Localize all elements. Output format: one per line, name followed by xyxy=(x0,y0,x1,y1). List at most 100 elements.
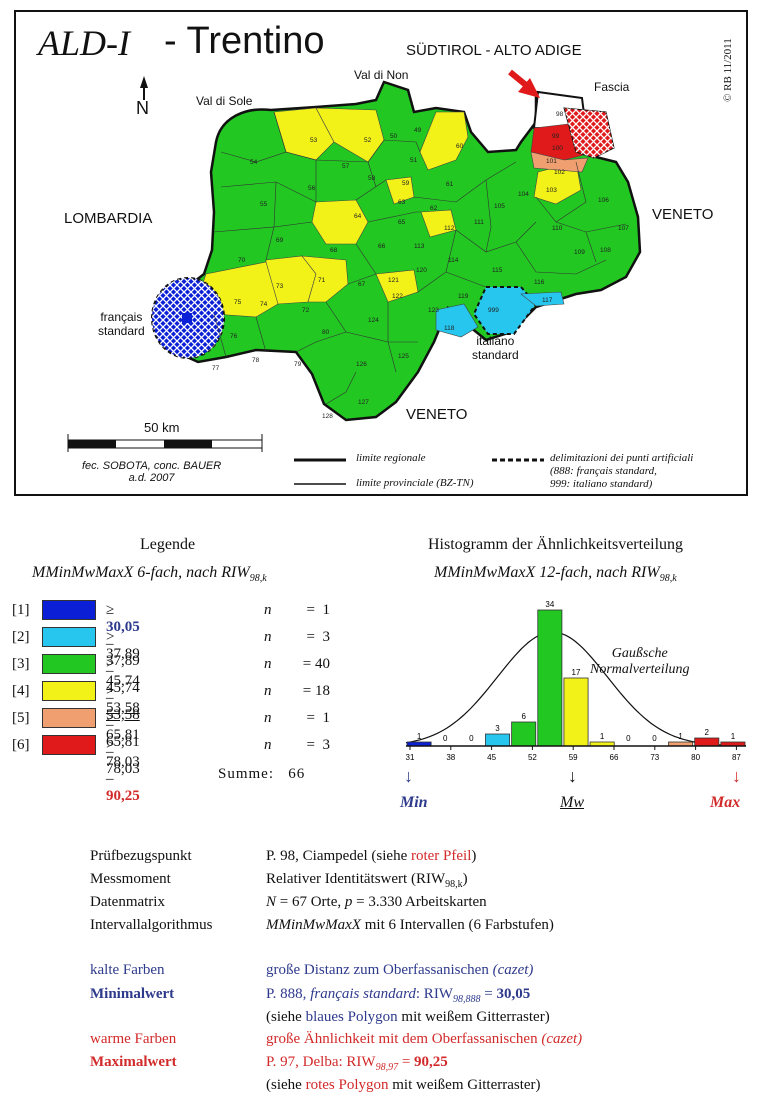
map-title: - Trentino xyxy=(164,20,325,62)
warm-colors-value: große Ähnlichkeit mit dem Oberfassanisch… xyxy=(266,1031,583,1047)
cell-number: 53 xyxy=(310,137,318,144)
cell-number: 66 xyxy=(378,243,386,250)
scale-label: 50 km xyxy=(144,420,180,435)
legend-sum: Summe: 66 xyxy=(218,766,306,782)
cell-number: 110 xyxy=(552,225,563,232)
cell-number: 70 xyxy=(238,257,246,264)
cell-number: 56 xyxy=(308,185,316,192)
cell-number: 54 xyxy=(250,159,258,166)
cell-number: 101 xyxy=(546,158,557,165)
cell-number: 62 xyxy=(430,205,438,212)
info-value: P. 98, Ciampedel (siehe roter Pfeil) xyxy=(266,848,477,864)
map-panel: ALD-I - Trentino © RB 11/2011 xyxy=(14,10,748,496)
bar-count-label: 3 xyxy=(495,724,500,733)
cell-number: 107 xyxy=(618,225,629,232)
cell-number: 80 xyxy=(322,329,330,336)
cell-number: 104 xyxy=(518,191,529,198)
cell-number: 117 xyxy=(542,297,553,304)
cell-number: 112 xyxy=(444,225,455,232)
cell-number: 77 xyxy=(212,365,220,372)
bar-count-label: 0 xyxy=(443,734,448,743)
cell-number: 49 xyxy=(414,127,422,134)
north-label: N xyxy=(136,98,149,118)
label-francais: français standard xyxy=(98,310,145,338)
mw-arrow-icon: ↓ xyxy=(568,766,577,786)
cell-number: 63 xyxy=(398,199,406,206)
gauss-curve xyxy=(405,631,747,747)
cell-number: 999 xyxy=(488,307,499,314)
cell-number: 67 xyxy=(358,281,366,288)
cell-number: 69 xyxy=(276,237,284,244)
cell-number: 55 xyxy=(260,201,268,208)
valley-non: Val di Non xyxy=(354,68,409,82)
color-swatch xyxy=(42,708,96,728)
cell-number: 102 xyxy=(554,169,565,176)
x-tick-label: 59 xyxy=(569,753,578,762)
min-value-label: Minimalwert xyxy=(90,986,175,1002)
info-label: Messmoment xyxy=(90,871,171,887)
cell-number: 99 xyxy=(552,133,560,140)
info-block: Prüfbezugspunkt P. 98, Ciampedel (siehe … xyxy=(90,848,750,1098)
cell-number: 72 xyxy=(302,307,310,314)
mw-label: Mw xyxy=(560,794,584,811)
cell-number: 128 xyxy=(322,413,333,420)
cell-number: 109 xyxy=(574,249,585,256)
cell-number: 123 xyxy=(428,307,439,314)
cell-number: 124 xyxy=(368,317,379,324)
cell-number: 119 xyxy=(458,293,469,300)
cell-number: 57 xyxy=(342,163,350,170)
trentino-map: 53 52 49 50 60 54 57 58 51 59 61 55 56 6… xyxy=(67,69,642,485)
bar-count-label: 6 xyxy=(521,712,526,721)
histogram-chart: 1 0 0 3 6 34 17 1 0 0 1 2 1 31 38 45 52 59 66 73 80 87 xyxy=(405,600,747,762)
cell-number: 122 xyxy=(392,293,403,300)
bar-count-label: 0 xyxy=(626,734,631,743)
max-label: Max xyxy=(710,794,741,811)
info-label: Datenmatrix xyxy=(90,894,165,910)
bar-count-label: 0 xyxy=(469,734,474,743)
cell-number: 68 xyxy=(330,247,338,254)
cell-number: 114 xyxy=(448,257,459,264)
legend-title: Legende xyxy=(140,536,196,553)
color-swatch xyxy=(42,681,96,701)
max-arrow-icon: ↓ xyxy=(732,766,741,786)
cell-number: 71 xyxy=(318,277,326,284)
cell-number: 65 xyxy=(398,219,406,226)
cell-number: 98 xyxy=(556,111,564,118)
cell-number: 58 xyxy=(368,175,376,182)
cell-number: 115 xyxy=(492,267,503,274)
x-tick-label: 80 xyxy=(691,753,700,762)
cell-number: 75 xyxy=(234,299,242,306)
red-arrow-icon xyxy=(518,78,540,98)
cell-number: 79 xyxy=(294,361,302,368)
color-swatch xyxy=(42,600,96,620)
info-value: MMinMwMaxX mit 6 Intervallen (6 Farbstuf… xyxy=(266,917,554,933)
credit: fec. SOBOTA, conc. BAUER a.d. 2007 xyxy=(82,460,222,484)
bar-count-label: 0 xyxy=(652,734,657,743)
bar-count-label: 2 xyxy=(705,728,710,737)
cell-number: 108 xyxy=(600,247,611,254)
histogram-subtitle: MMinMwMaxX 12-fach, nach RIW98,k xyxy=(434,564,677,585)
cell-number: 51 xyxy=(410,157,418,164)
bar-count-label: 17 xyxy=(572,668,581,677)
histogram-bar xyxy=(537,609,563,747)
label-italiano: italiano standard xyxy=(472,334,519,362)
info-value: N = 67 Orte, p = 3.330 Arbeitskarten xyxy=(266,894,487,910)
x-tick-label: 66 xyxy=(610,753,619,762)
cell-number: 76 xyxy=(230,333,238,340)
min-note: (siehe blaues Polygon mit weißem Gitterr… xyxy=(266,1009,550,1025)
cell-number: 103 xyxy=(546,187,557,194)
legend-subtitle: MMinMwMaxX 6-fach, nach RIW98,k xyxy=(32,564,267,585)
histogram-bar xyxy=(694,737,720,747)
cell-number: 121 xyxy=(388,277,399,284)
cell-number: 105 xyxy=(494,203,505,210)
x-tick-label: 38 xyxy=(446,753,455,762)
cell-number: 74 xyxy=(260,301,268,308)
bar-count-label: 1 xyxy=(731,732,736,741)
key-provincial: limite provinciale (BZ-TN) xyxy=(356,477,474,489)
min-label: Min xyxy=(400,794,428,811)
histogram-bar xyxy=(485,733,511,747)
cell-labels: 53 52 49 50 60 54 57 58 51 59 61 55 56 6… xyxy=(212,111,629,420)
cell-number: 52 xyxy=(364,137,372,144)
histogram-bar xyxy=(563,677,589,747)
x-tick-label: 31 xyxy=(406,753,415,762)
